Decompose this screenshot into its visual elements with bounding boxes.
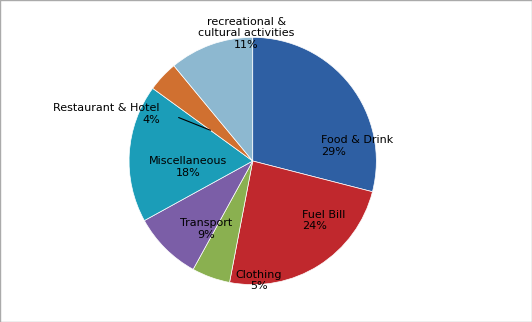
- Wedge shape: [193, 161, 253, 282]
- Text: Miscellaneous
18%: Miscellaneous 18%: [149, 156, 228, 178]
- Wedge shape: [153, 66, 253, 161]
- Text: Clothing
5%: Clothing 5%: [236, 270, 282, 291]
- Wedge shape: [253, 37, 376, 192]
- Wedge shape: [174, 37, 253, 161]
- Text: Transport
9%: Transport 9%: [180, 218, 232, 240]
- Text: recreational &
cultural activities
11%: recreational & cultural activities 11%: [198, 16, 295, 50]
- Wedge shape: [229, 161, 372, 285]
- Text: Restaurant & Hotel
4%: Restaurant & Hotel 4%: [53, 103, 160, 125]
- Text: Fuel Bill
24%: Fuel Bill 24%: [302, 210, 346, 231]
- Wedge shape: [129, 88, 253, 221]
- Text: Food & Drink
29%: Food & Drink 29%: [321, 135, 393, 157]
- Wedge shape: [144, 161, 253, 270]
